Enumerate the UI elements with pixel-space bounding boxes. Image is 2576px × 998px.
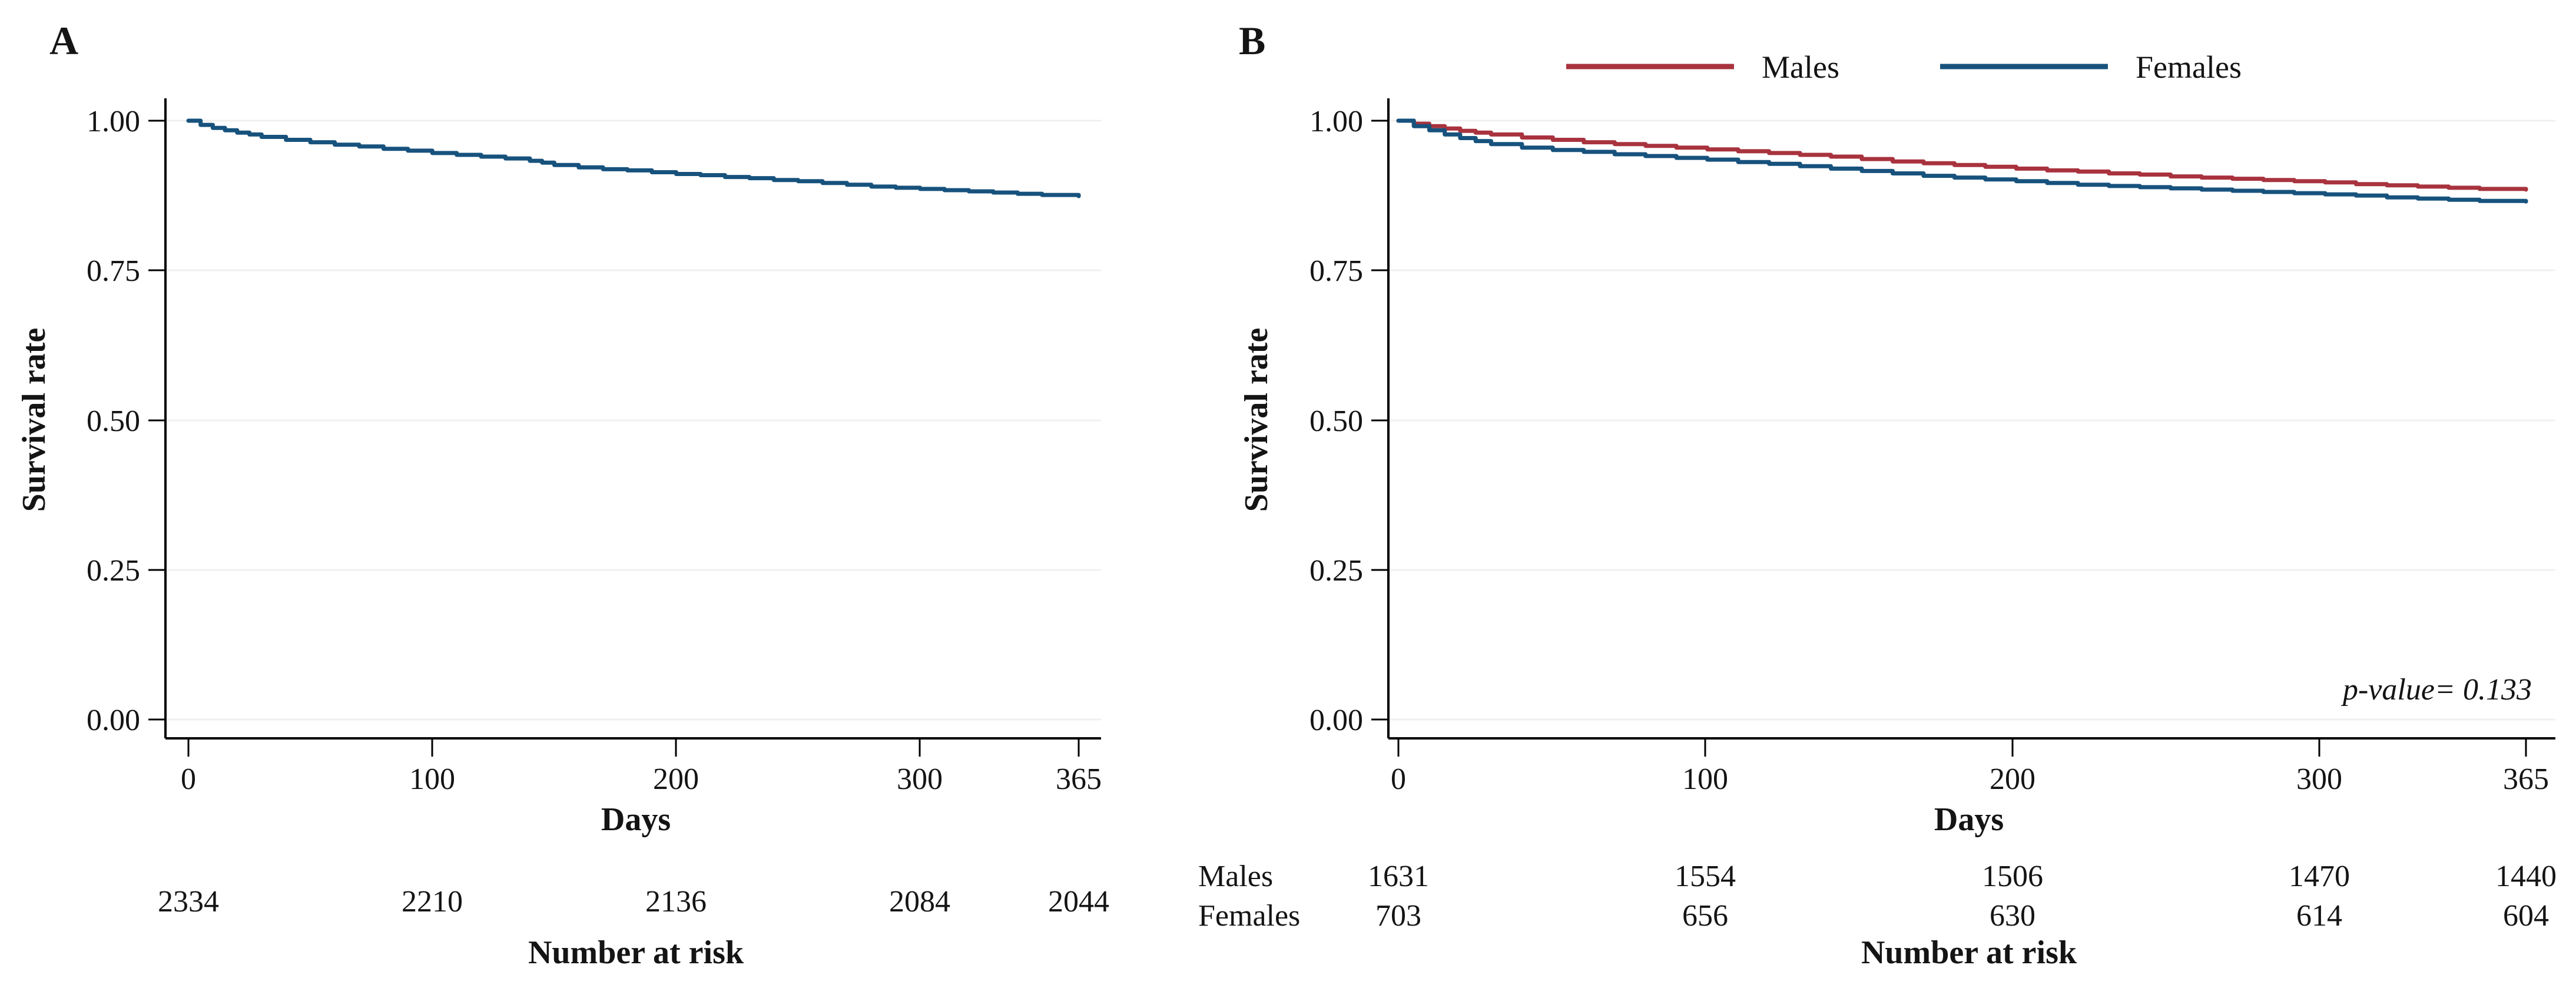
risk-value: 2136 xyxy=(645,885,707,919)
risk-value: 2044 xyxy=(1048,885,1109,919)
y-tick-label: 0.25 xyxy=(87,554,140,588)
panel-a-x-tick-labels: 0 100 200 300 365 xyxy=(181,762,1102,796)
x-tick-label: 100 xyxy=(1682,762,1728,796)
females-legend-label: Females xyxy=(2136,49,2242,85)
panel-a-risk-title: Number at risk xyxy=(528,934,744,971)
males-legend-label: Males xyxy=(1762,49,1839,85)
panel-a-gridlines xyxy=(167,120,1101,721)
panel-a-x-ticks xyxy=(187,738,1080,757)
y-tick-label: 0.50 xyxy=(87,404,140,438)
panel-a-y-ticks xyxy=(148,120,165,721)
y-tick-label: 0.25 xyxy=(1309,554,1363,588)
risk-value: 1631 xyxy=(1368,860,1429,893)
y-tick-label: 0.00 xyxy=(87,704,140,737)
y-tick-label: 0.00 xyxy=(1309,704,1363,737)
x-tick-label: 300 xyxy=(897,762,943,796)
panel-b-y-tick-labels: 1.00 0.75 0.50 0.25 0.00 xyxy=(1309,105,1363,737)
panel-a-curves xyxy=(186,118,1081,198)
panel-b-xlabel: Days xyxy=(1934,801,2004,838)
panel-b-risk-title: Number at risk xyxy=(1861,934,2077,971)
females-survival-curve xyxy=(1396,118,2528,204)
x-tick-label: 365 xyxy=(1056,762,1102,796)
risk-value: 614 xyxy=(2296,899,2342,933)
risk-value: 630 xyxy=(1990,899,2035,933)
x-tick-label: 100 xyxy=(409,762,455,796)
x-tick-label: 365 xyxy=(2503,762,2549,796)
panel-b: B Males Females xyxy=(1198,18,2557,971)
panel-b-ylabel: Survival rate xyxy=(1238,328,1275,512)
y-tick-label: 0.50 xyxy=(1309,404,1363,438)
risk-value: 1470 xyxy=(2289,860,2350,893)
panel-a-number-at-risk: 2334 2210 2136 2084 2044 Number at risk xyxy=(158,885,1109,971)
risk-value: 2084 xyxy=(889,885,950,919)
risk-value: 1506 xyxy=(1982,860,2043,893)
panel-b-legend: Males Females xyxy=(1566,49,2242,85)
y-tick-label: 0.75 xyxy=(1309,254,1363,288)
y-tick-label: 1.00 xyxy=(87,105,140,138)
panel-a-letter: A xyxy=(49,18,78,63)
panel-a-xlabel: Days xyxy=(601,801,671,838)
panel-b-letter: B xyxy=(1239,18,1265,63)
x-tick-label: 0 xyxy=(1391,762,1406,796)
panel-b-curves xyxy=(1396,118,2528,204)
x-tick-label: 200 xyxy=(653,762,699,796)
risk-value: 656 xyxy=(1682,899,1728,933)
males-survival-curve xyxy=(1396,118,2528,192)
risk-value: 2210 xyxy=(402,885,463,919)
risk-value: 703 xyxy=(1375,899,1421,933)
risk-value: 1554 xyxy=(1675,860,1736,893)
x-tick-label: 200 xyxy=(1990,762,2035,796)
overall-survival-curve xyxy=(186,118,1081,198)
panel-a: A 1.00 0 xyxy=(16,18,1109,971)
risk-value: 2334 xyxy=(158,885,219,919)
panel-b-gridlines xyxy=(1390,120,2555,721)
p-value-annotation: p-value= 0.133 xyxy=(2340,673,2532,707)
panel-b-x-tick-labels: 0 100 200 300 365 xyxy=(1391,762,2549,796)
y-tick-label: 1.00 xyxy=(1309,105,1363,138)
risk-row-label-males: Males xyxy=(1198,860,1273,893)
risk-value: 604 xyxy=(2503,899,2549,933)
risk-row-label-females: Females xyxy=(1198,899,1300,933)
panel-b-y-ticks xyxy=(1371,120,1388,721)
panel-b-number-at-risk: Males 1631 1554 1506 1470 1440 Females 7… xyxy=(1198,860,2557,971)
x-tick-label: 300 xyxy=(2296,762,2342,796)
y-tick-label: 0.75 xyxy=(87,254,140,288)
panel-a-ylabel: Survival rate xyxy=(16,328,52,512)
risk-value: 1440 xyxy=(2495,860,2557,893)
panel-b-x-ticks xyxy=(1397,738,2527,757)
x-tick-label: 0 xyxy=(181,762,196,796)
panel-a-y-tick-labels: 1.00 0.75 0.50 0.25 0.00 xyxy=(87,105,140,737)
